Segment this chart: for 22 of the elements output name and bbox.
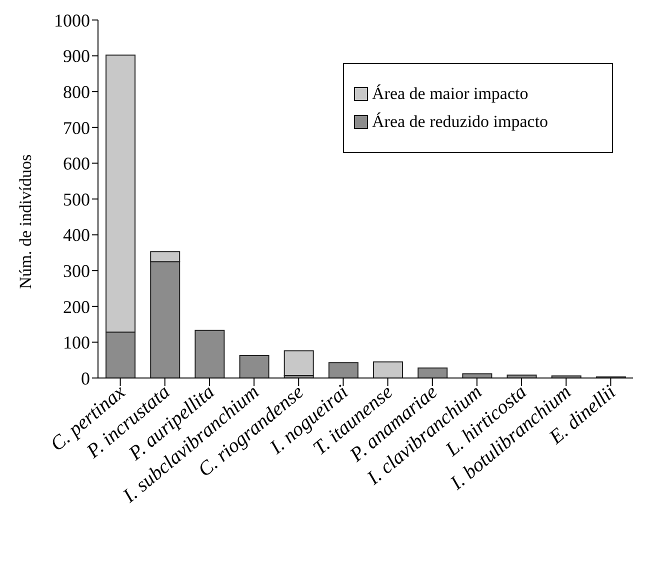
- bar: [239, 354, 270, 378]
- y-tick-label: 700: [63, 118, 90, 138]
- y-tick-label: 300: [63, 260, 90, 281]
- y-tick-label: 400: [63, 225, 90, 246]
- bar: [462, 373, 492, 378]
- y-tick-label: 600: [63, 154, 90, 174]
- y-tick-label: 500: [63, 189, 90, 210]
- bar: [418, 367, 448, 378]
- bar: [328, 362, 358, 378]
- legend-label: Área de reduzido impacto: [372, 112, 548, 132]
- bar: [506, 374, 537, 378]
- y-axis-title: Núm. de indivíduos: [16, 154, 36, 289]
- bar: [373, 361, 404, 378]
- y-tick-label: 100: [63, 332, 90, 353]
- y-tick-label: 0: [81, 368, 90, 388]
- y-tick-label: 800: [63, 82, 90, 102]
- legend-label: Área de maior impacto: [372, 84, 528, 104]
- bar: [194, 330, 225, 378]
- y-tick-label: 900: [63, 46, 90, 66]
- bar: [284, 350, 314, 376]
- y-tick-label: 200: [63, 296, 90, 317]
- y-tick-label: 1000: [54, 10, 90, 30]
